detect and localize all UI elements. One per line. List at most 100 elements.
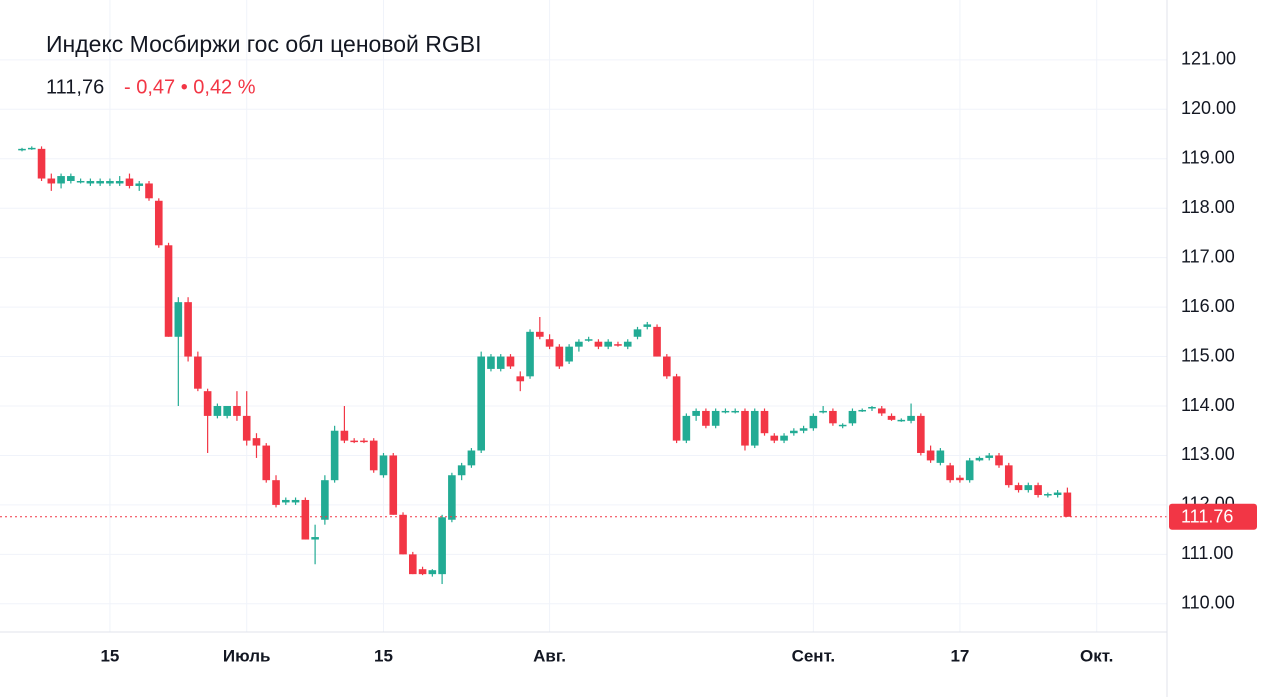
candle-body (350, 440, 358, 443)
candle-body (926, 450, 935, 461)
candle-body (545, 339, 554, 347)
candle-body (877, 408, 886, 414)
y-tick-label: 120.00 (1181, 98, 1236, 118)
price-badge-label: 111.76 (1181, 507, 1233, 527)
candle-body (438, 517, 446, 575)
candle-body (750, 410, 759, 446)
candle-body (125, 178, 134, 186)
y-tick-label: 110.00 (1181, 593, 1235, 613)
y-tick-label: 115.00 (1181, 345, 1235, 365)
candle-body (389, 455, 398, 515)
candle-body (858, 409, 867, 412)
candle-body (418, 569, 427, 575)
candle-body (1034, 485, 1042, 496)
price-badge (1169, 503, 1257, 530)
x-tick-label: 17 (950, 646, 969, 665)
candle-body (985, 455, 994, 458)
candle-body (321, 480, 329, 520)
candle-body (663, 356, 671, 377)
candle-body (47, 178, 56, 184)
x-tick-label: 15 (374, 646, 393, 665)
candle-body (18, 148, 26, 151)
candle-body (897, 419, 906, 422)
candle-body (76, 180, 85, 183)
candle-body (311, 537, 319, 540)
candle-body (565, 346, 573, 362)
candle-body (487, 356, 495, 369)
candle-body (790, 430, 798, 434)
candle-body (838, 424, 847, 427)
y-tick-label: 117.00 (1181, 246, 1235, 266)
candle-body (516, 376, 525, 382)
candle-body (1024, 485, 1033, 491)
x-tick-label: 15 (100, 646, 119, 665)
candle-body (760, 410, 769, 434)
candle-body (399, 514, 407, 555)
candle-body (369, 440, 378, 471)
candle-body (868, 406, 876, 409)
candle-body (741, 410, 749, 446)
candle-body (27, 147, 36, 150)
candle-body (106, 180, 114, 184)
chart-title: Индекс Мосбиржи гос обл ценовой RGBI (46, 31, 482, 57)
candle-body (1053, 492, 1062, 496)
candle-body (711, 410, 720, 426)
candle-body (907, 415, 915, 421)
candle-body (145, 183, 153, 199)
candle-body (174, 302, 183, 337)
candle-body (633, 329, 642, 337)
candle-body (262, 445, 271, 481)
candle-body (233, 406, 241, 416)
y-tick-label: 111.00 (1181, 543, 1233, 563)
x-tick-label: Июль (223, 646, 271, 665)
y-tick-label: 121.00 (1181, 49, 1236, 69)
candle-body (672, 376, 681, 441)
x-tick-label: Окт. (1080, 646, 1113, 665)
candle-body (682, 415, 691, 441)
candle-body (1004, 465, 1013, 486)
candle-body (164, 245, 173, 337)
candle-body (975, 457, 984, 461)
candle-body (252, 438, 261, 446)
candle-body (731, 410, 740, 413)
candle-body (184, 302, 192, 357)
candle-body (848, 410, 857, 424)
candle-body (829, 410, 837, 424)
candle-body (96, 180, 104, 184)
candle-body (956, 477, 964, 481)
candle-body (223, 406, 231, 416)
y-tick-label: 114.00 (1181, 395, 1235, 415)
candle-body (242, 415, 251, 441)
candle-body (115, 180, 124, 184)
candle-body (301, 499, 310, 540)
candles (0, 146, 1167, 585)
candle-body (594, 341, 603, 347)
candle-body (623, 341, 632, 347)
candle-body (575, 341, 583, 347)
candle-body (203, 391, 212, 416)
candle-body (291, 499, 300, 503)
x-tick-label: Сент. (792, 646, 836, 665)
y-tick-label: 113.00 (1181, 444, 1235, 464)
candle-body (1063, 492, 1072, 517)
candle-body (281, 499, 290, 503)
candle-body (467, 450, 476, 466)
candle-body (496, 356, 505, 369)
candle-body (272, 480, 280, 505)
y-tick-label: 119.00 (1181, 147, 1235, 167)
candle-body (536, 331, 544, 337)
candle-body (86, 180, 95, 184)
candle-body (936, 450, 945, 463)
candle-body (584, 339, 593, 341)
candle-body (702, 410, 710, 426)
candle-body (721, 410, 730, 413)
candle-body (360, 440, 368, 443)
candle-body (995, 455, 1003, 466)
candle-body (887, 415, 896, 420)
candle-body (1014, 485, 1023, 491)
candle-body (448, 475, 456, 520)
candle-body (477, 356, 485, 451)
candle-body (340, 430, 349, 441)
